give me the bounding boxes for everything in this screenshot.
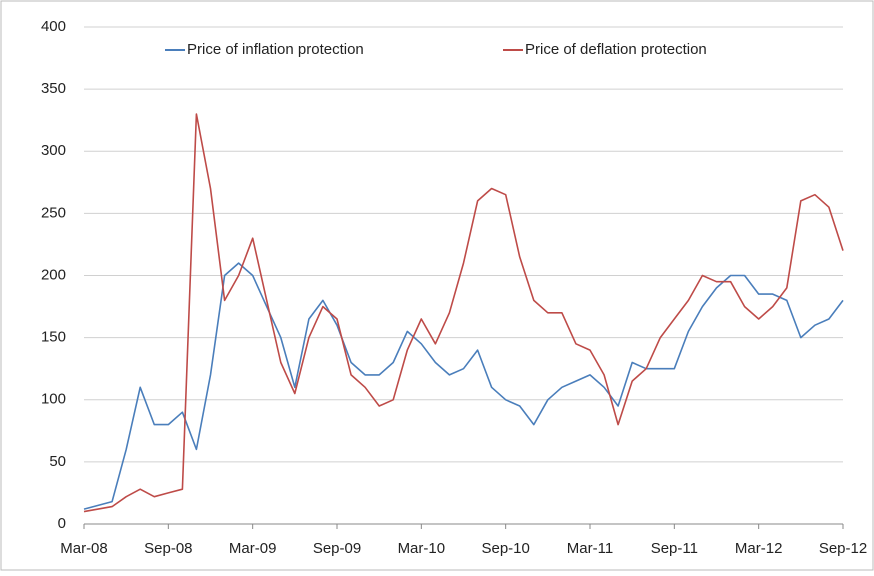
x-tick-label: Sep-10 xyxy=(481,540,529,557)
x-tick-label: Mar-11 xyxy=(567,540,613,557)
x-tick-label: Mar-08 xyxy=(60,540,108,557)
x-tick-label: Mar-09 xyxy=(229,540,277,557)
y-tick-label: 50 xyxy=(49,453,66,470)
x-tick-label: Sep-08 xyxy=(144,540,192,557)
y-tick-label: 0 xyxy=(58,515,66,532)
y-tick-label: 250 xyxy=(41,204,66,221)
y-tick-label: 200 xyxy=(41,266,66,283)
x-tick-label: Sep-09 xyxy=(313,540,361,557)
x-tick-label: Mar-12 xyxy=(735,540,783,557)
legend-label: Price of inflation protection xyxy=(187,41,364,58)
series-line xyxy=(83,262,844,510)
x-tick-label: Sep-11 xyxy=(651,540,698,557)
y-tick-label: 350 xyxy=(41,80,66,97)
x-tick-label: Mar-10 xyxy=(398,540,446,557)
y-tick-label: 400 xyxy=(41,18,66,35)
y-tick-label: 100 xyxy=(41,391,66,408)
y-tick-label: 150 xyxy=(41,329,66,346)
y-tick-label: 300 xyxy=(41,142,66,159)
series-line xyxy=(83,113,844,513)
legend-label: Price of deflation protection xyxy=(525,41,707,58)
x-tick-label: Sep-12 xyxy=(819,540,867,557)
